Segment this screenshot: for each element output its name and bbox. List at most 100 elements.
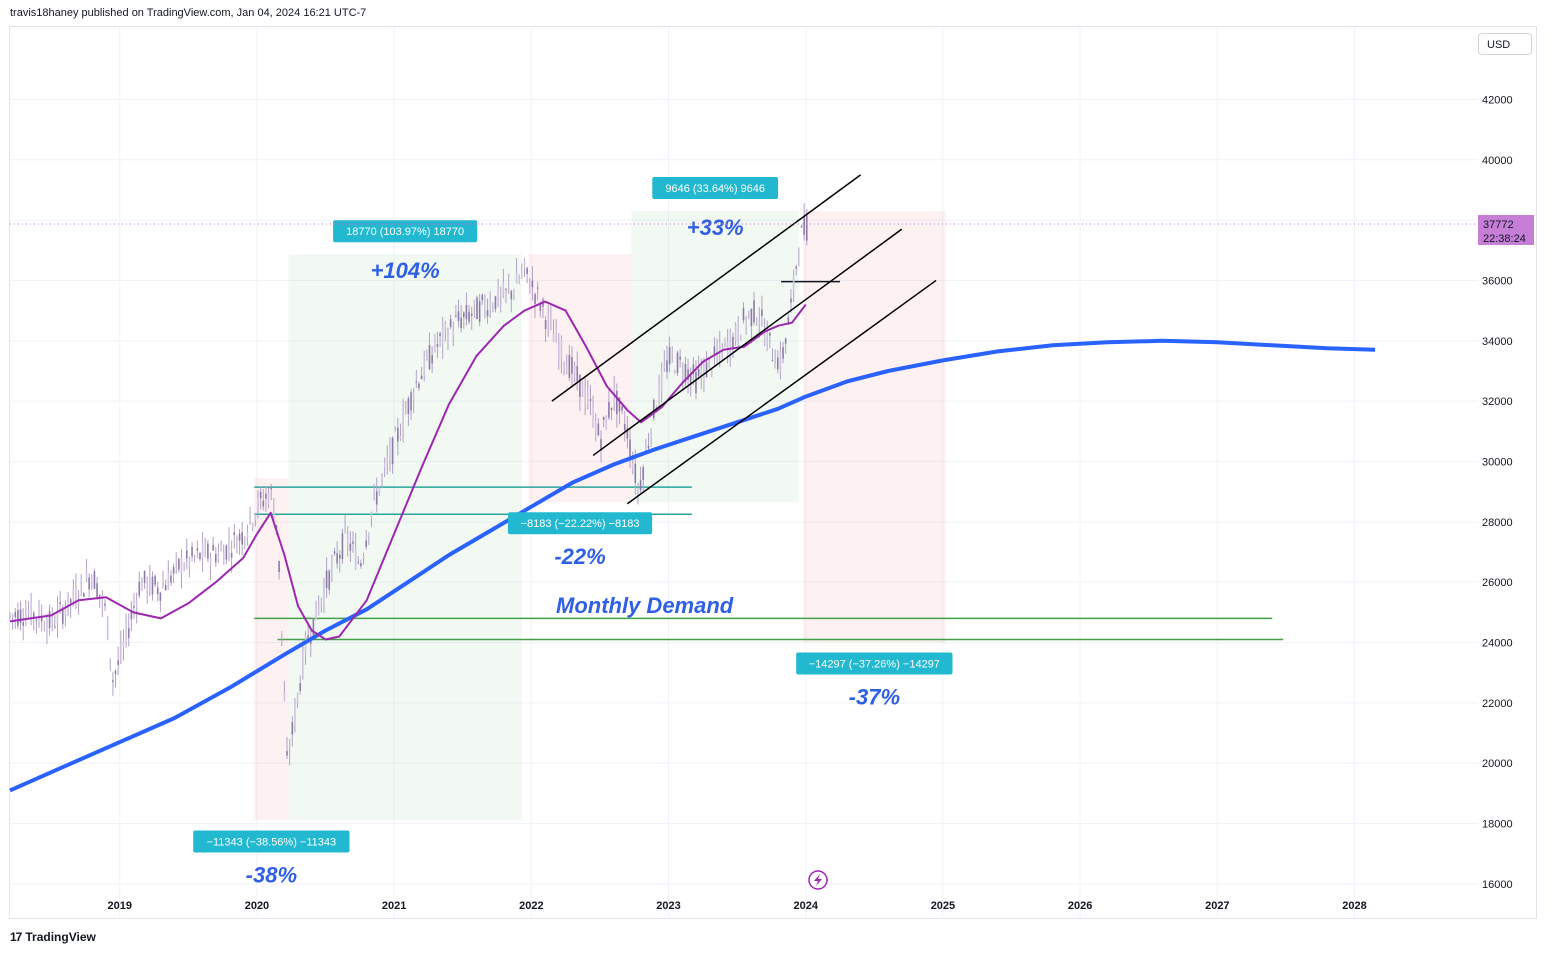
- candle-body: [93, 571, 96, 590]
- candle-body: [652, 399, 655, 419]
- candle-body: [489, 301, 491, 310]
- candle-body: [143, 570, 146, 584]
- candle-body: [141, 581, 143, 591]
- candle-body: [526, 267, 528, 274]
- measure-box-label: −14297 (−37.26%) −14297: [809, 659, 940, 671]
- tradingview-logo[interactable]: 17 TradingView: [10, 930, 96, 944]
- candle-body: [470, 313, 473, 316]
- candle-body: [172, 567, 175, 574]
- measure-labels: 18770 (103.97%) 18770 +104% −11343 (−38.56…: [193, 177, 953, 888]
- candle-body: [420, 375, 423, 380]
- candle-body: [404, 411, 407, 414]
- y-tick-label: 34000: [1482, 336, 1513, 348]
- candle-body: [623, 424, 626, 431]
- candle-body: [61, 609, 64, 624]
- candle-body: [536, 287, 539, 289]
- candle-body: [576, 365, 579, 382]
- candle-body: [563, 363, 565, 368]
- candle-body: [127, 628, 130, 638]
- currency-selector[interactable]: USD: [1478, 33, 1532, 55]
- y-tick-label: 40000: [1482, 155, 1513, 167]
- lightning-icon[interactable]: [808, 870, 828, 890]
- candle-body: [288, 752, 291, 755]
- candle-body: [718, 342, 721, 353]
- y-tick-label: 16000: [1482, 879, 1513, 891]
- candle-body: [98, 594, 101, 597]
- candle-body: [320, 598, 323, 605]
- candle-body: [805, 215, 808, 241]
- candle-body: [214, 554, 217, 563]
- candle-body: [85, 571, 88, 580]
- channel-line: [626, 279, 937, 505]
- candle-body: [573, 365, 576, 374]
- candle-body: [212, 544, 214, 551]
- candle-body: [207, 543, 209, 559]
- candle-body: [249, 508, 251, 520]
- y-tick-label: 36000: [1482, 275, 1513, 287]
- candle-body: [676, 352, 679, 373]
- measure-box-label: 18770 (103.97%) 18770: [346, 226, 464, 238]
- candle-body: [771, 360, 774, 362]
- candle-body: [346, 534, 349, 545]
- candle-body: [32, 612, 35, 619]
- candle-body: [204, 544, 207, 556]
- x-tick-label: 2019: [108, 900, 132, 912]
- candle-body: [523, 259, 526, 268]
- candle-body: [774, 363, 776, 369]
- candle-body: [449, 319, 452, 327]
- candle-body: [397, 427, 399, 442]
- candle-body: [341, 533, 344, 560]
- time-axis: 2019 2020 2021 2022 2023 2024 2025 2026 2027 2028: [108, 900, 1367, 912]
- candle-body: [373, 489, 375, 494]
- candle-body: [418, 383, 420, 389]
- candle-body: [11, 614, 14, 617]
- candle-body: [328, 570, 331, 590]
- candle-body: [22, 622, 24, 626]
- percent-change-label: +33%: [687, 215, 744, 240]
- candle-body: [647, 445, 650, 449]
- candle-body: [83, 593, 85, 597]
- candle-body: [254, 514, 257, 521]
- candle-body: [634, 463, 637, 484]
- candle-body: [233, 532, 236, 535]
- candle-body: [178, 558, 180, 570]
- candle-body: [473, 300, 476, 306]
- candle-body: [338, 554, 341, 559]
- candle-body: [299, 683, 302, 692]
- candle-body: [753, 300, 755, 323]
- candle-body: [444, 323, 447, 331]
- candle-body: [513, 291, 515, 296]
- candle-body: [658, 382, 660, 401]
- countdown-label: 22:38:24: [1483, 233, 1526, 245]
- candle-body: [486, 310, 489, 317]
- candle-body: [391, 437, 394, 465]
- candle-body: [90, 577, 93, 586]
- candle-body: [238, 533, 241, 541]
- candle-body: [170, 575, 172, 583]
- candle-body: [267, 494, 270, 505]
- candle-body: [77, 600, 80, 605]
- candle-body: [697, 368, 700, 376]
- candle-body: [225, 545, 228, 560]
- candle-body: [592, 406, 594, 425]
- candle-body: [394, 430, 397, 432]
- candle-body: [792, 275, 795, 292]
- candle-body: [428, 345, 431, 370]
- candle-body: [452, 331, 455, 336]
- candle-body: [122, 641, 125, 647]
- candle-body: [315, 600, 317, 621]
- candle-body: [695, 372, 697, 394]
- measure-zone: [288, 254, 522, 821]
- candle-body: [732, 336, 734, 350]
- candle-body: [494, 296, 497, 310]
- candle-body: [608, 402, 610, 418]
- last-price-marker: 37772 22:38:24: [10, 215, 1534, 245]
- monthly-demand-label: Monthly Demand: [556, 593, 734, 618]
- candle-body: [497, 285, 499, 305]
- candle-body: [275, 525, 278, 529]
- indicator-lines: [9, 300, 1376, 793]
- candle-body: [584, 388, 586, 405]
- candle-body: [629, 439, 631, 457]
- candle-body: [51, 613, 54, 625]
